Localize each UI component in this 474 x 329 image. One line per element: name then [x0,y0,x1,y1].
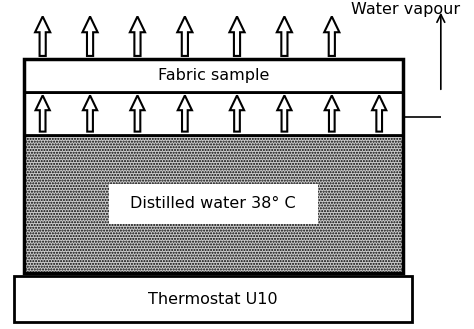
Text: Water vapour: Water vapour [351,2,460,17]
Polygon shape [130,95,145,132]
Polygon shape [277,95,292,132]
Bar [24,59,403,92]
Bar [14,276,412,322]
Polygon shape [36,95,50,132]
Polygon shape [82,16,98,56]
Polygon shape [178,95,192,132]
Text: Thermostat U10: Thermostat U10 [148,292,278,307]
Bar [24,135,403,273]
Polygon shape [277,16,292,56]
Text: Fabric sample: Fabric sample [158,68,269,83]
Polygon shape [130,16,145,56]
Polygon shape [372,95,386,132]
Bar [24,92,403,135]
Text: Distilled water 38° C: Distilled water 38° C [130,196,296,212]
Bar [109,184,318,224]
Polygon shape [177,16,192,56]
Polygon shape [230,95,244,132]
Polygon shape [324,16,339,56]
Polygon shape [325,95,339,132]
Bar [24,59,403,273]
Polygon shape [35,16,50,56]
Polygon shape [83,95,97,132]
Polygon shape [229,16,245,56]
